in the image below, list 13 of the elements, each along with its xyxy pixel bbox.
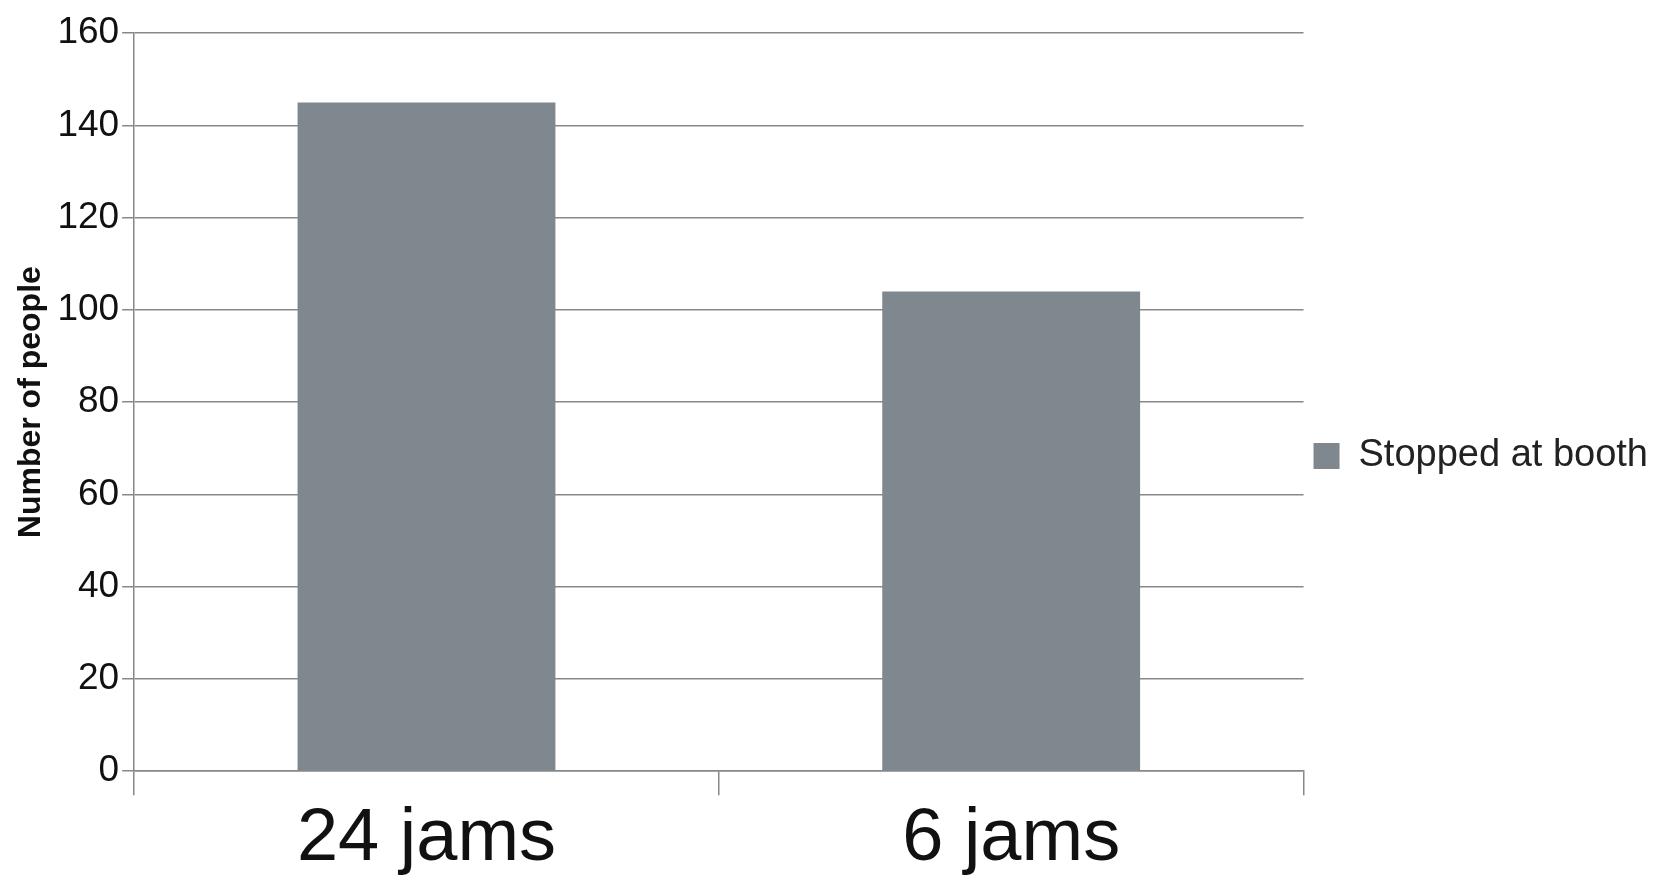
y-tick-label: 160 bbox=[57, 10, 120, 52]
y-tick-label: 140 bbox=[57, 102, 120, 144]
y-axis-title: Number of people bbox=[11, 266, 48, 539]
y-tick-label: 80 bbox=[77, 379, 120, 421]
x-tick-label: 6 jams bbox=[902, 793, 1121, 877]
y-tick-label: 20 bbox=[77, 656, 120, 698]
x-tick-label: 24 jams bbox=[296, 793, 557, 877]
y-tick-label: 40 bbox=[77, 563, 120, 605]
y-tick-label: 0 bbox=[98, 748, 120, 790]
legend-label: Stopped at booth bbox=[1358, 432, 1649, 475]
y-tick-label: 120 bbox=[57, 194, 120, 236]
y-tick-label: 60 bbox=[77, 471, 120, 513]
y-tick-label: 100 bbox=[57, 287, 120, 329]
